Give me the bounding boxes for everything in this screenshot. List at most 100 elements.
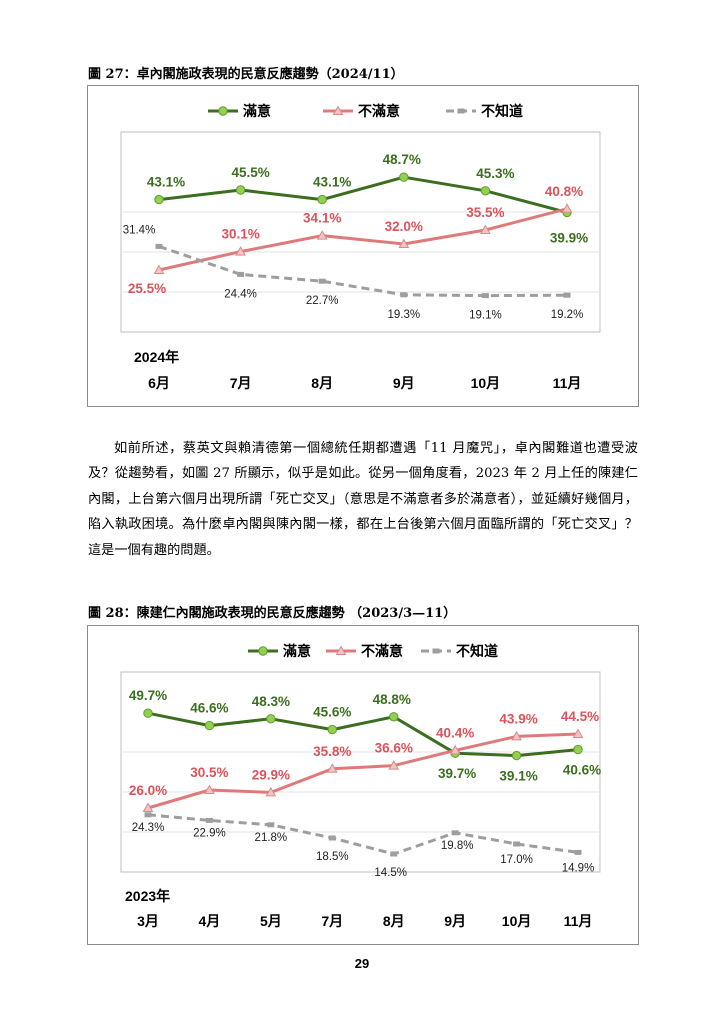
chart-28-point-unknown-4 [390, 851, 398, 857]
chart-27-series-line-satisfied [158, 175, 568, 214]
chart-28-data-label-dissatisfied-7: 44.5% [561, 709, 599, 724]
chart-28-category-label-5: 9月 [444, 913, 466, 929]
chart-28-point-unknown-0 [144, 812, 152, 818]
chart-27-point-satisfied-3 [399, 172, 409, 182]
chart-28-data-label-dissatisfied-4: 36.6% [375, 741, 413, 756]
chart-27-point-dissatisfied-2 [316, 230, 328, 240]
chart-28-legend-label-unknown: 不知道 [456, 643, 498, 659]
chart-27-point-dissatisfied-5 [561, 203, 573, 213]
chart-28-data-label-unknown-3: 18.5% [316, 851, 349, 863]
chart-28-legend-marker-satisfied [258, 646, 268, 656]
chart-28-point-unknown-7 [574, 849, 582, 855]
chart-27-point-dissatisfied-0 [153, 264, 165, 274]
chart-27-point-unknown-2 [318, 278, 326, 284]
chart-27-point-dissatisfied-1 [235, 246, 246, 256]
chart-27-category-label-2: 8月 [311, 375, 333, 391]
chart-27-data-label-unknown-0: 31.4% [123, 224, 156, 236]
chart-28-point-dissatisfied-6 [511, 730, 522, 741]
chart-28-point-unknown-1 [205, 817, 213, 823]
chart-27-data-label-unknown-1: 24.4% [224, 288, 257, 300]
chart-27-point-unknown-5 [563, 292, 571, 298]
chart-27-category-label-3: 9月 [393, 375, 415, 391]
chart-28-data-label-unknown-2: 21.8% [255, 832, 288, 844]
chart-27-point-unknown-1 [237, 271, 245, 277]
chart-27-legend-label-unknown: 不知道 [481, 103, 523, 119]
chart-28-point-satisfied-2 [266, 714, 276, 724]
chart-28-point-unknown-5 [451, 830, 459, 836]
chart-27-legend-marker-satisfied [218, 106, 228, 116]
chart-27-data-label-unknown-5: 19.2% [551, 309, 584, 321]
chart-27-data-label-dissatisfied-0: 25.5% [128, 281, 166, 296]
chart-28-year-label: 2023年 [125, 888, 170, 904]
chart-28-point-dissatisfied-7 [572, 728, 584, 738]
body-paragraph-text: 如前所述，蔡英文與賴清德第一個總統任期都遭遇「11 月魔咒」，卓內閣難道也遭受波… [88, 441, 638, 558]
chart-28-data-label-unknown-5: 19.8% [441, 840, 474, 852]
chart-27-point-unknown-3 [400, 292, 408, 298]
chart-27-point-dissatisfied-4 [480, 224, 491, 234]
chart-28-point-satisfied-1 [204, 720, 215, 731]
chart-27-data-label-dissatisfied-2: 34.1% [303, 211, 341, 226]
chart-28-data-label-satisfied-1: 46.6% [190, 701, 228, 716]
chart-27-legend-marker-unknown [457, 108, 465, 114]
chart-28-series-line-satisfied [147, 711, 579, 758]
chart-28-data-label-satisfied-5: 39.7% [438, 766, 476, 781]
chart-27-point-dissatisfied-3 [398, 238, 410, 248]
chart-28-legend-label-satisfied: 滿意 [282, 643, 311, 659]
chart-27-point-satisfied-2 [317, 194, 327, 205]
chart-28-data-label-dissatisfied-6: 43.9% [499, 711, 537, 726]
chart-28-plot-area [120, 671, 601, 873]
chart-27-data-label-satisfied-2: 43.1% [313, 175, 351, 190]
chart-28-point-satisfied-6 [511, 750, 522, 761]
chart-28-data-label-satisfied-3: 45.6% [313, 705, 351, 720]
chart-27-data-label-dissatisfied-4: 35.5% [466, 205, 504, 220]
chart-28-category-label-6: 10月 [502, 913, 532, 929]
chart-28-point-dissatisfied-5 [449, 744, 461, 755]
chart-28-point-unknown-3 [328, 835, 336, 841]
chart-27-point-satisfied-4 [480, 186, 491, 196]
chart-28-frame: 滿意 不滿意 不知道 49.7% 46.6% 48.3% 45.6% 48.8% 39.7% 39… [87, 625, 639, 945]
chart-27-point-unknown-0 [155, 243, 163, 249]
chart-28-point-satisfied-4 [389, 712, 399, 722]
chart-28-point-dissatisfied-2 [265, 786, 277, 797]
chart-27-category-label-1: 7月 [230, 375, 252, 391]
chart-27-data-label-satisfied-5: 39.9% [550, 230, 588, 245]
page-number: 29 [354, 956, 370, 971]
chart-28-data-label-satisfied-4: 48.8% [373, 692, 411, 707]
chart-28-point-unknown-6 [513, 841, 521, 847]
chart-27-data-label-unknown-2: 22.7% [306, 295, 339, 307]
chart-27-series-line-unknown [158, 244, 568, 298]
chart-27-data-label-dissatisfied-3: 32.0% [385, 219, 423, 234]
chart-28-point-dissatisfied-0 [142, 802, 154, 812]
chart-28-data-label-unknown-1: 22.9% [193, 827, 226, 839]
chart-28-point-dissatisfied-1 [204, 784, 215, 794]
chart-27-frame: 滿意 不滿意 不知道 43.1% 45.5% 43.1% 48.7% 45.3% 39.9% 25… [87, 85, 639, 407]
figure-27-title: 圖 27：卓內閣施政表現的民意反應趨勢（2024/11） [88, 67, 404, 82]
chart-28-point-satisfied-3 [327, 724, 337, 735]
chart-27-data-label-satisfied-1: 45.5% [231, 165, 269, 180]
chart-27-point-satisfied-1 [235, 185, 246, 195]
chart-27-data-label-satisfied-3: 48.7% [383, 152, 421, 167]
chart-27: 滿意 不滿意 不知道 43.1% 45.5% 43.1% 48.7% 45.3% 39.9% 25… [120, 103, 601, 391]
chart-28-category-label-0: 3月 [137, 913, 159, 929]
chart-28-series-line-unknown [147, 813, 579, 856]
chart-27-legend-label-dissatisfied: 不滿意 [358, 103, 400, 119]
chart-28-category-label-1: 4月 [199, 913, 221, 929]
chart-28-data-label-satisfied-0: 49.7% [129, 688, 167, 703]
chart-28-category-label-7: 11月 [564, 913, 593, 929]
chart-28-data-label-satisfied-6: 39.1% [499, 769, 537, 784]
chart-27-data-label-satisfied-4: 45.3% [476, 166, 514, 181]
body-paragraph: 如前所述，蔡英文與賴清德第一個總統任期都遭遇「11 月魔咒」，卓內閣難道也遭受波… [88, 436, 638, 563]
chart-28-data-label-satisfied-7: 40.6% [563, 763, 601, 778]
chart-28-point-unknown-2 [267, 822, 275, 828]
chart-28-data-label-dissatisfied-2: 29.9% [252, 767, 290, 782]
chart-27-category-label-4: 10月 [471, 375, 501, 391]
chart-27-year-label: 2024年 [134, 349, 179, 365]
chart-28-category-label-4: 8月 [383, 913, 405, 929]
chart-27-plot-area [120, 131, 601, 333]
chart-28-data-label-satisfied-2: 48.3% [252, 694, 290, 709]
chart-27-legend-marker-dissatisfied [332, 105, 344, 115]
chart-28-data-label-dissatisfied-0: 26.0% [129, 783, 167, 798]
chart-28-data-label-unknown-4: 14.5% [374, 867, 407, 879]
chart-27-point-satisfied-0 [154, 194, 164, 205]
chart-28-data-label-unknown-7: 14.9% [562, 862, 595, 874]
